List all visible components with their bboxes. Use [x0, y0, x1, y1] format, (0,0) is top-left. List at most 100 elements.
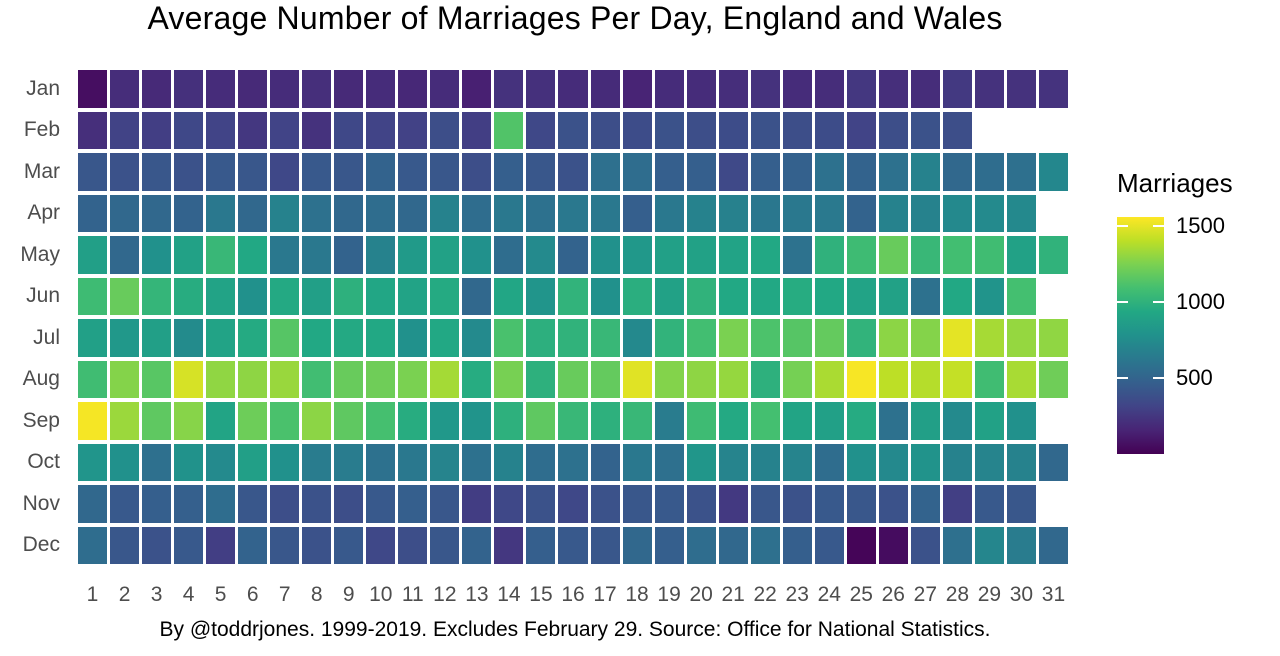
- heatmap-cell: [718, 402, 748, 440]
- heatmap-cell: [750, 526, 780, 564]
- heatmap-cell: [494, 236, 524, 274]
- heatmap-cell: [878, 402, 908, 440]
- heatmap-cell: [718, 277, 748, 315]
- heatmap-cell: [654, 153, 684, 191]
- heatmap-cell: [430, 319, 460, 357]
- heatmap-cell: [302, 111, 332, 149]
- heatmap-cell: [334, 153, 364, 191]
- day-label: 4: [182, 583, 195, 606]
- heatmap-cell: [302, 360, 332, 398]
- heatmap-cell: [398, 111, 428, 149]
- heatmap-cell: [910, 153, 940, 191]
- month-label: Jan: [26, 76, 60, 100]
- heatmap-cell: [366, 70, 396, 108]
- heatmap-cell: [494, 402, 524, 440]
- heatmap-cell: [846, 194, 876, 232]
- day-label: 2: [118, 583, 131, 606]
- heatmap-cell: [174, 526, 204, 564]
- heatmap-cell: [238, 360, 268, 398]
- heatmap-cell: [558, 485, 588, 523]
- heatmap-cell: [782, 443, 812, 481]
- heatmap-cell: [238, 526, 268, 564]
- month-label: Feb: [23, 118, 60, 142]
- heatmap-cell: [814, 70, 844, 108]
- heatmap-cell: [846, 319, 876, 357]
- heatmap-cell: [302, 485, 332, 523]
- heatmap-cell: [750, 443, 780, 481]
- heatmap-cell: [750, 360, 780, 398]
- heatmap-cell: [590, 360, 620, 398]
- heatmap-cell: [622, 70, 652, 108]
- heatmap-cell: [270, 526, 300, 564]
- heatmap-cell: [878, 360, 908, 398]
- heatmap-cell: [1006, 443, 1036, 481]
- heatmap-cell: [366, 277, 396, 315]
- heatmap-cell: [910, 319, 940, 357]
- heatmap-cell: [78, 194, 108, 232]
- heatmap-cell: [782, 319, 812, 357]
- heatmap-cell: [654, 70, 684, 108]
- heatmap-cell: [334, 443, 364, 481]
- heatmap-cell: [238, 402, 268, 440]
- heatmap-cell: [1006, 153, 1036, 191]
- heatmap-cell: [398, 236, 428, 274]
- heatmap-cell: [174, 402, 204, 440]
- day-label: 25: [849, 583, 873, 606]
- heatmap-cell: [238, 485, 268, 523]
- heatmap-cell: [302, 402, 332, 440]
- heatmap-cell: [78, 443, 108, 481]
- heatmap-cell: [1006, 526, 1036, 564]
- heatmap-cell: [494, 153, 524, 191]
- heatmap-cell: [622, 153, 652, 191]
- heatmap-cell: [782, 194, 812, 232]
- heatmap-cell: [462, 194, 492, 232]
- heatmap-cell: [238, 277, 268, 315]
- heatmap-cell: [846, 153, 876, 191]
- heatmap-cell: [942, 402, 972, 440]
- heatmap-cell: [814, 402, 844, 440]
- heatmap-cell: [302, 277, 332, 315]
- heatmap-cell: [110, 277, 140, 315]
- day-label: 11: [401, 583, 424, 606]
- heatmap-cell: [622, 194, 652, 232]
- day-label: 1: [86, 583, 99, 606]
- month-label: Aug: [22, 367, 60, 391]
- heatmap-cell: [174, 236, 204, 274]
- heatmap-cell: [718, 153, 748, 191]
- heatmap-cell: [110, 360, 140, 398]
- heatmap-cell: [366, 443, 396, 481]
- heatmap-cell: [302, 443, 332, 481]
- month-label: Jun: [26, 284, 60, 308]
- heatmap-cell: [718, 360, 748, 398]
- heatmap-cell: [1006, 194, 1036, 232]
- day-label: 9: [342, 583, 355, 606]
- legend-tick: [1117, 225, 1128, 228]
- day-label: 28: [945, 583, 970, 606]
- heatmap-cell: [174, 111, 204, 149]
- heatmap-cell: [718, 70, 748, 108]
- chart-caption: By @toddrjones. 1999-2019. Excludes Febr…: [159, 618, 991, 641]
- heatmap-cell: [110, 236, 140, 274]
- heatmap-cell: [494, 319, 524, 357]
- heatmap-cell: [1006, 70, 1036, 108]
- heatmap-cell: [558, 194, 588, 232]
- heatmap-cell: [814, 111, 844, 149]
- heatmap-cell: [430, 402, 460, 440]
- day-label: 21: [721, 583, 745, 606]
- heatmap-cell: [878, 153, 908, 191]
- heatmap-cell: [942, 526, 972, 564]
- heatmap-cell: [78, 319, 108, 357]
- heatmap-cell: [526, 277, 556, 315]
- heatmap-cell: [110, 485, 140, 523]
- heatmap-cell: [142, 194, 172, 232]
- heatmap-cell: [622, 277, 652, 315]
- heatmap-cell: [142, 153, 172, 191]
- day-label: 7: [278, 583, 291, 606]
- heatmap-cell: [142, 526, 172, 564]
- legend-tick-label: 1000: [1176, 289, 1225, 315]
- heatmap-cell: [1039, 485, 1068, 523]
- heatmap-cell: [590, 319, 620, 357]
- heatmap-cell: [494, 111, 524, 149]
- heatmap-cell: [366, 360, 396, 398]
- heatmap-cell: [750, 153, 780, 191]
